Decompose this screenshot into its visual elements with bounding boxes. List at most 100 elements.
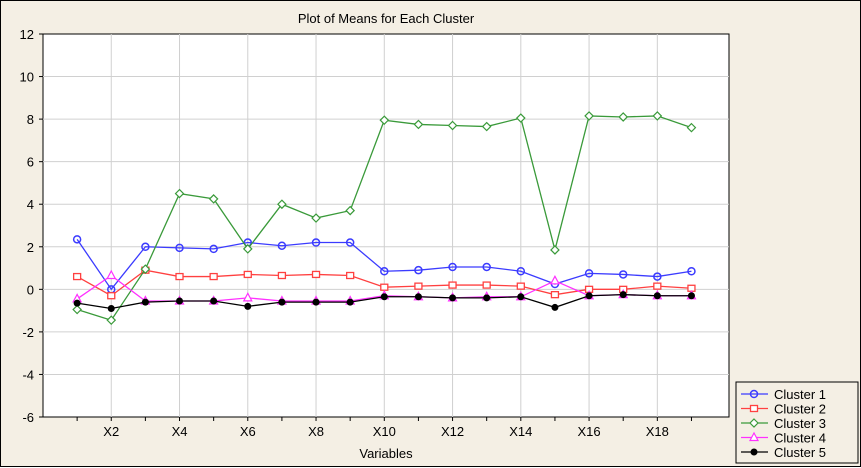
data-point-cluster-1 (584, 269, 594, 278)
data-point-cluster-1 (175, 243, 184, 253)
data-point-cluster-2 (482, 281, 491, 289)
data-point-cluster-1 (618, 270, 628, 279)
data-point-cluster-5 (312, 298, 320, 306)
data-point-cluster-2 (414, 282, 423, 290)
y-tick-label: -4 (22, 367, 34, 382)
data-point-cluster-1 (141, 242, 150, 252)
data-point-cluster-5 (176, 297, 184, 305)
legend-label: Cluster 2 (774, 402, 826, 417)
data-point-cluster-2 (550, 291, 560, 299)
x-tick-label: X12 (441, 424, 464, 439)
data-point-cluster-3 (72, 304, 82, 315)
data-point-cluster-3 (174, 188, 185, 199)
data-point-cluster-3 (515, 113, 526, 123)
data-point-cluster-3 (413, 119, 424, 130)
data-point-cluster-5 (244, 302, 252, 310)
data-point-cluster-5 (141, 298, 149, 306)
data-point-cluster-3 (584, 111, 594, 121)
data-point-cluster-3 (379, 115, 390, 126)
legend-label: Cluster 5 (774, 445, 826, 460)
data-point-cluster-3 (140, 264, 151, 274)
data-point-cluster-3 (277, 199, 287, 210)
data-point-cluster-5 (517, 293, 525, 301)
data-point-cluster-1 (687, 266, 696, 276)
data-point-cluster-2 (380, 283, 389, 291)
data-point-cluster-3 (345, 205, 356, 216)
legend-label: Cluster 1 (774, 387, 826, 402)
y-tick-label: 0 (27, 282, 34, 297)
data-point-cluster-4 (549, 275, 560, 285)
data-point-cluster-2 (107, 292, 116, 300)
y-tick-label: 10 (20, 70, 34, 85)
data-point-cluster-5 (483, 294, 491, 302)
y-tick-label: 4 (27, 197, 34, 212)
y-tick-label: -6 (22, 410, 34, 425)
x-tick-label: X14 (509, 424, 532, 439)
data-point-cluster-1 (414, 265, 423, 275)
y-tick-label: -2 (22, 325, 34, 340)
x-tick-label: X18 (646, 424, 669, 439)
data-point-cluster-4 (106, 269, 117, 280)
data-point-cluster-5 (380, 293, 388, 301)
data-point-cluster-5 (414, 293, 422, 301)
data-point-cluster-1 (345, 238, 355, 247)
x-tick-label: X16 (577, 424, 600, 439)
y-tick-label: 8 (27, 112, 34, 127)
chart-title: Plot of Means for Each Cluster (298, 11, 475, 26)
x-tick-label: X8 (308, 424, 324, 439)
data-point-cluster-3 (550, 245, 560, 255)
plot-area (42, 33, 730, 418)
data-point-cluster-1 (72, 235, 82, 244)
x-tick-label: X10 (373, 424, 396, 439)
legend-label: Cluster 4 (774, 431, 826, 446)
data-point-cluster-3 (447, 120, 458, 131)
data-point-cluster-2 (346, 271, 355, 280)
x-tick-label: X4 (172, 424, 188, 439)
data-point-cluster-3 (106, 315, 117, 326)
legend-marker (749, 404, 759, 413)
series-line-cluster-1 (76, 238, 692, 291)
x-tick-label: X2 (103, 424, 119, 439)
data-point-cluster-5 (107, 304, 115, 312)
data-point-cluster-1 (209, 244, 218, 254)
data-point-cluster-2 (209, 272, 218, 281)
y-tick-label: 2 (27, 240, 34, 255)
data-point-cluster-1 (380, 266, 389, 276)
data-point-cluster-3 (686, 122, 697, 133)
data-point-cluster-2 (311, 270, 321, 279)
data-point-cluster-5 (210, 297, 218, 305)
data-point-cluster-3 (481, 121, 492, 132)
data-point-cluster-3 (242, 244, 253, 254)
x-axis-label: Variables (359, 446, 413, 461)
data-point-cluster-5 (585, 292, 593, 300)
data-point-cluster-2 (277, 271, 287, 280)
data-point-cluster-2 (175, 272, 184, 281)
legend-marker (749, 431, 759, 442)
x-tick-label: X6 (240, 424, 256, 439)
data-point-cluster-1 (516, 266, 526, 276)
data-point-cluster-2 (516, 282, 525, 290)
data-point-cluster-5 (278, 298, 286, 306)
data-point-cluster-4 (242, 292, 253, 302)
y-tick-label: 12 (20, 27, 34, 42)
legend-label: Cluster 3 (774, 416, 826, 431)
data-point-cluster-1 (653, 272, 662, 281)
data-point-cluster-5 (551, 303, 559, 311)
data-point-cluster-3 (208, 194, 219, 204)
y-tick-label: 6 (27, 155, 34, 170)
data-point-cluster-2 (72, 272, 82, 281)
data-point-cluster-5 (73, 299, 81, 307)
legend-marker (750, 448, 758, 456)
data-point-cluster-2 (653, 282, 662, 290)
data-point-cluster-5 (619, 291, 627, 299)
legend-marker (749, 389, 759, 399)
data-point-cluster-1 (482, 262, 491, 272)
data-point-cluster-3 (652, 111, 663, 121)
data-point-cluster-5 (346, 298, 354, 306)
data-point-cluster-1 (311, 238, 321, 247)
data-point-cluster-2 (243, 270, 252, 279)
data-point-cluster-3 (618, 112, 629, 122)
data-point-cluster-2 (448, 281, 457, 289)
